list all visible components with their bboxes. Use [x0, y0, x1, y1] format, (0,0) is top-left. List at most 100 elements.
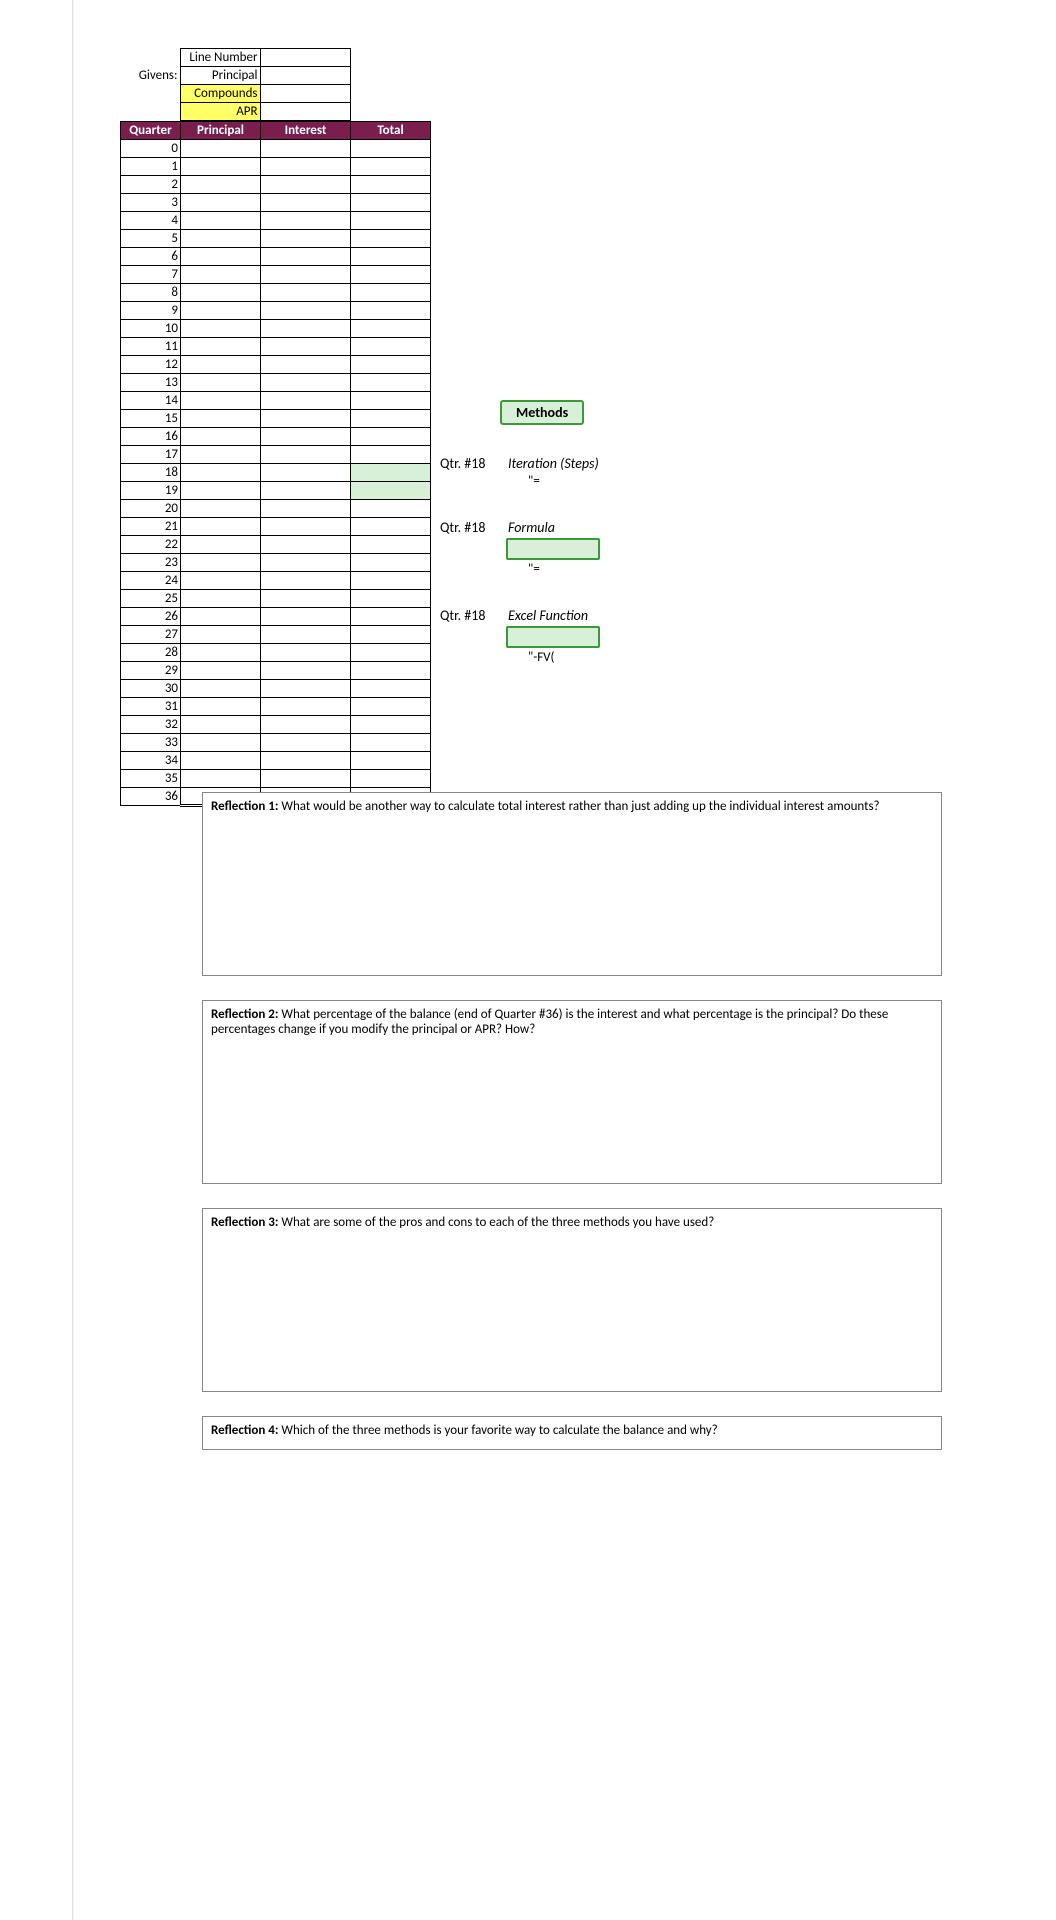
cell-total[interactable]	[351, 608, 431, 626]
cell-principal[interactable]	[181, 302, 261, 320]
cell-total[interactable]	[351, 212, 431, 230]
cell-total[interactable]	[351, 662, 431, 680]
cell-interest[interactable]	[261, 518, 351, 536]
cell-interest[interactable]	[261, 212, 351, 230]
cell-interest[interactable]	[261, 716, 351, 734]
cell-interest[interactable]	[261, 482, 351, 500]
cell-total[interactable]	[351, 770, 431, 788]
cell-interest[interactable]	[261, 626, 351, 644]
cell-principal[interactable]	[181, 176, 261, 194]
cell-interest[interactable]	[261, 248, 351, 266]
cell-principal[interactable]	[181, 158, 261, 176]
cell-interest[interactable]	[261, 734, 351, 752]
cell-total[interactable]	[351, 446, 431, 464]
cell-total[interactable]	[351, 374, 431, 392]
methods-result-box[interactable]	[506, 626, 600, 648]
givens-param-value[interactable]	[260, 67, 350, 85]
cell-principal[interactable]	[181, 734, 261, 752]
methods-result-box[interactable]	[506, 538, 600, 560]
cell-interest[interactable]	[261, 374, 351, 392]
cell-interest[interactable]	[261, 572, 351, 590]
cell-total[interactable]	[351, 716, 431, 734]
cell-interest[interactable]	[261, 338, 351, 356]
cell-principal[interactable]	[181, 284, 261, 302]
cell-principal[interactable]	[181, 410, 261, 428]
givens-param-value[interactable]	[260, 103, 350, 121]
cell-interest[interactable]	[261, 644, 351, 662]
cell-total[interactable]	[351, 500, 431, 518]
cell-total[interactable]	[351, 338, 431, 356]
cell-interest[interactable]	[261, 446, 351, 464]
cell-total[interactable]	[351, 194, 431, 212]
cell-total[interactable]	[351, 302, 431, 320]
cell-principal[interactable]	[181, 428, 261, 446]
cell-interest[interactable]	[261, 140, 351, 158]
cell-principal[interactable]	[181, 590, 261, 608]
cell-interest[interactable]	[261, 158, 351, 176]
cell-interest[interactable]	[261, 770, 351, 788]
cell-interest[interactable]	[261, 536, 351, 554]
cell-interest[interactable]	[261, 356, 351, 374]
cell-principal[interactable]	[181, 572, 261, 590]
cell-total[interactable]	[351, 230, 431, 248]
cell-total[interactable]	[351, 464, 431, 482]
cell-principal[interactable]	[181, 248, 261, 266]
cell-principal[interactable]	[181, 518, 261, 536]
cell-interest[interactable]	[261, 428, 351, 446]
cell-principal[interactable]	[181, 500, 261, 518]
cell-total[interactable]	[351, 284, 431, 302]
cell-total[interactable]	[351, 320, 431, 338]
cell-total[interactable]	[351, 392, 431, 410]
cell-principal[interactable]	[181, 698, 261, 716]
reflection-box[interactable]: Reflection 2: What percentage of the bal…	[202, 1000, 942, 1184]
cell-interest[interactable]	[261, 320, 351, 338]
cell-principal[interactable]	[181, 374, 261, 392]
cell-principal[interactable]	[181, 680, 261, 698]
cell-principal[interactable]	[181, 752, 261, 770]
cell-interest[interactable]	[261, 464, 351, 482]
cell-interest[interactable]	[261, 194, 351, 212]
cell-total[interactable]	[351, 680, 431, 698]
cell-total[interactable]	[351, 572, 431, 590]
cell-total[interactable]	[351, 518, 431, 536]
cell-principal[interactable]	[181, 212, 261, 230]
cell-principal[interactable]	[181, 356, 261, 374]
cell-principal[interactable]	[181, 230, 261, 248]
cell-interest[interactable]	[261, 284, 351, 302]
cell-interest[interactable]	[261, 662, 351, 680]
cell-principal[interactable]	[181, 320, 261, 338]
cell-interest[interactable]	[261, 176, 351, 194]
cell-principal[interactable]	[181, 770, 261, 788]
cell-total[interactable]	[351, 356, 431, 374]
cell-interest[interactable]	[261, 554, 351, 572]
cell-total[interactable]	[351, 428, 431, 446]
cell-principal[interactable]	[181, 446, 261, 464]
cell-total[interactable]	[351, 698, 431, 716]
cell-total[interactable]	[351, 752, 431, 770]
cell-total[interactable]	[351, 482, 431, 500]
cell-principal[interactable]	[181, 644, 261, 662]
cell-total[interactable]	[351, 644, 431, 662]
methods-button[interactable]: Methods	[500, 400, 584, 425]
cell-interest[interactable]	[261, 410, 351, 428]
cell-interest[interactable]	[261, 302, 351, 320]
reflection-box[interactable]: Reflection 1: What would be another way …	[202, 792, 942, 976]
cell-principal[interactable]	[181, 626, 261, 644]
cell-principal[interactable]	[181, 536, 261, 554]
cell-principal[interactable]	[181, 482, 261, 500]
cell-interest[interactable]	[261, 230, 351, 248]
cell-principal[interactable]	[181, 554, 261, 572]
cell-principal[interactable]	[181, 392, 261, 410]
cell-total[interactable]	[351, 158, 431, 176]
cell-interest[interactable]	[261, 608, 351, 626]
reflection-box[interactable]: Reflection 4: Which of the three methods…	[202, 1416, 942, 1450]
cell-interest[interactable]	[261, 752, 351, 770]
cell-total[interactable]	[351, 248, 431, 266]
cell-principal[interactable]	[181, 464, 261, 482]
cell-total[interactable]	[351, 176, 431, 194]
cell-total[interactable]	[351, 590, 431, 608]
givens-param-value[interactable]	[260, 49, 350, 67]
cell-principal[interactable]	[181, 140, 261, 158]
cell-interest[interactable]	[261, 698, 351, 716]
cell-principal[interactable]	[181, 194, 261, 212]
